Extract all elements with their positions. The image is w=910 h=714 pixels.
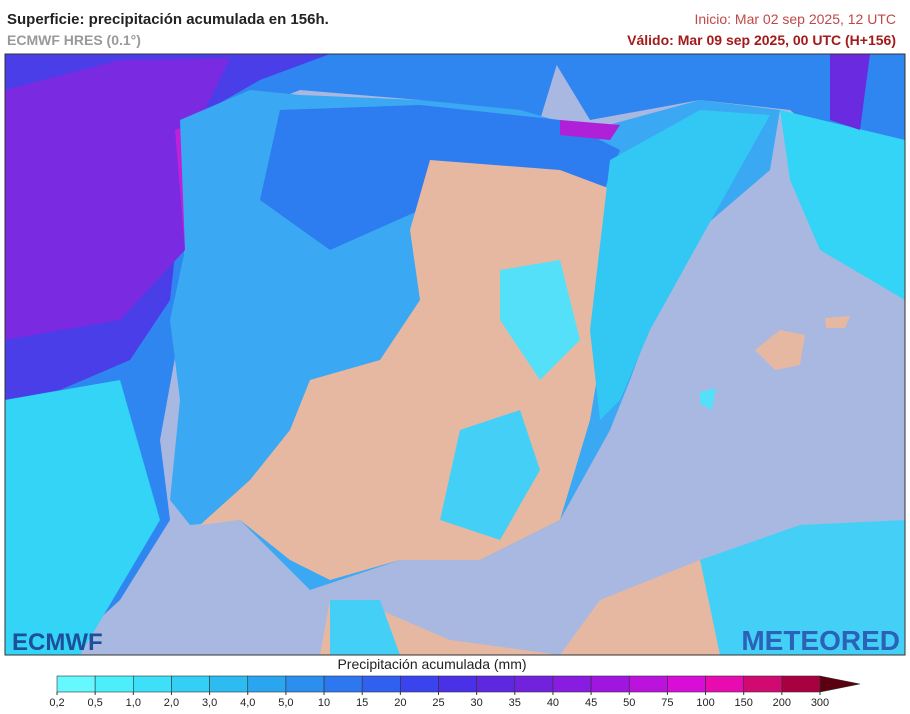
tick-label: 45 bbox=[585, 697, 597, 709]
color-bin bbox=[94, 675, 134, 693]
tick-label: 0,5 bbox=[88, 697, 103, 709]
color-bin bbox=[438, 675, 477, 693]
tick-label: 75 bbox=[661, 697, 673, 709]
tick-label: 25 bbox=[432, 697, 444, 709]
color-bin bbox=[171, 675, 210, 693]
color-bin bbox=[667, 675, 706, 693]
color-bin bbox=[590, 675, 630, 693]
map: ECMWF METEORED bbox=[4, 53, 906, 656]
color-bin bbox=[56, 675, 96, 693]
tick-label: 10 bbox=[318, 697, 330, 709]
tick-label: 150 bbox=[735, 697, 753, 709]
subtitle: ECMWF HRES (0.1°) bbox=[7, 32, 141, 48]
color-bin bbox=[705, 675, 744, 693]
color-bin bbox=[209, 675, 249, 693]
color-bin bbox=[476, 675, 516, 693]
tick-label: 30 bbox=[471, 697, 483, 709]
color-bin bbox=[781, 675, 821, 693]
title: Superficie: precipitación acumulada en 1… bbox=[7, 11, 329, 28]
tick-label: 2,0 bbox=[164, 697, 179, 709]
color-bin bbox=[628, 675, 668, 693]
colorbar: 0,2 0,5 1,0 2,0 3,0 4,0 5,0 10 15 20 25 30 35 40 45 50 7… bbox=[49, 675, 861, 709]
tick-label: 35 bbox=[509, 697, 521, 709]
tick-label: 0,2 bbox=[49, 697, 64, 709]
tick-label: 200 bbox=[773, 697, 791, 709]
tick-label: 100 bbox=[696, 697, 714, 709]
legend-title: Precipitación acumulada (mm) bbox=[337, 656, 526, 672]
tick-label: 20 bbox=[394, 697, 406, 709]
color-bin bbox=[514, 675, 554, 693]
color-bin bbox=[323, 675, 363, 693]
color-bin bbox=[285, 675, 325, 693]
tick-label: 4,0 bbox=[240, 697, 255, 709]
ecmwf-logo: ECMWF bbox=[12, 629, 103, 656]
init-time: Inicio: Mar 02 sep 2025, 12 UTC bbox=[694, 11, 896, 27]
tick-label: 1,0 bbox=[126, 697, 141, 709]
color-bin bbox=[133, 675, 172, 693]
color-bin bbox=[247, 675, 287, 693]
tick-label: 3,0 bbox=[202, 697, 217, 709]
overflow-arrow bbox=[819, 675, 861, 693]
tick-label: 50 bbox=[623, 697, 635, 709]
meteored-logo: METEORED bbox=[741, 625, 900, 656]
tick-label: 40 bbox=[547, 697, 559, 709]
tick-label: 300 bbox=[811, 697, 829, 709]
color-bin bbox=[400, 675, 439, 693]
color-bin bbox=[552, 675, 592, 693]
color-bin bbox=[743, 675, 783, 693]
color-bin bbox=[361, 675, 401, 693]
tick-label: 15 bbox=[356, 697, 368, 709]
valid-time: Válido: Mar 09 sep 2025, 00 UTC (H+156) bbox=[627, 32, 896, 48]
tick-label: 5,0 bbox=[278, 697, 293, 709]
